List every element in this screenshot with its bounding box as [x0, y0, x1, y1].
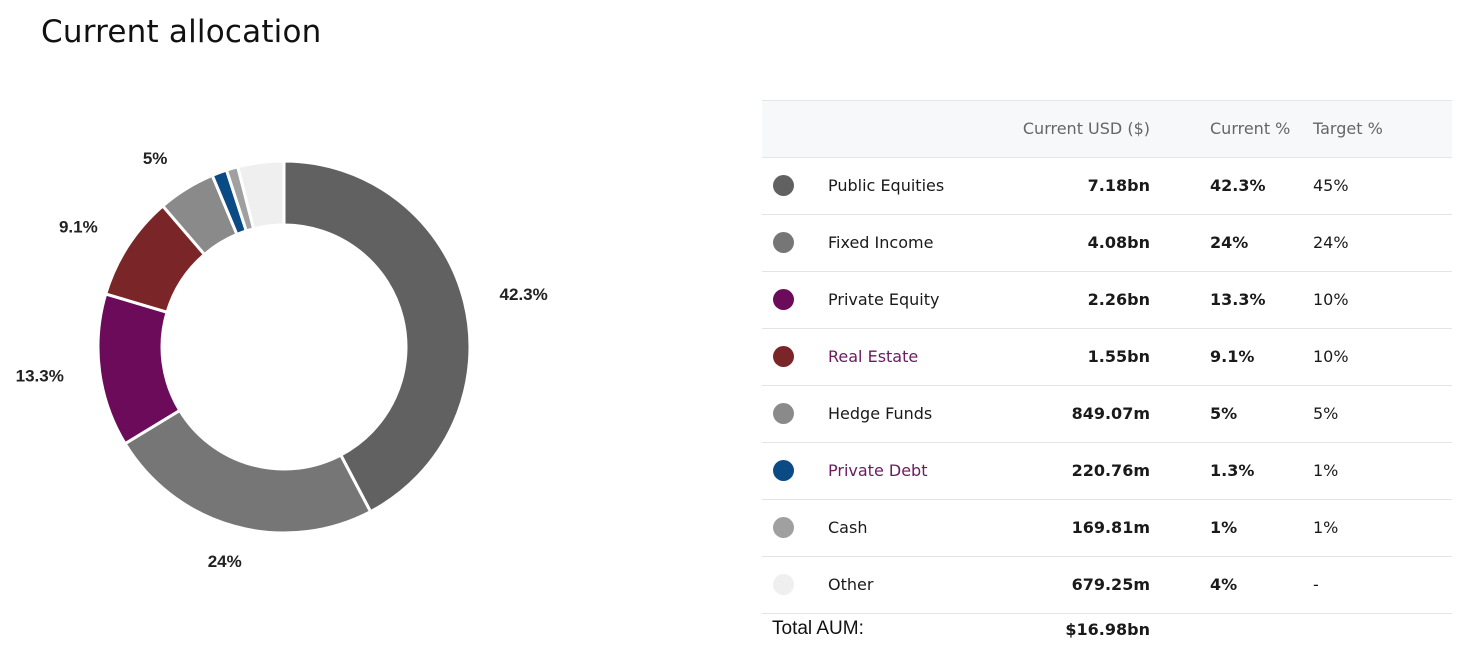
table-row: Fixed Income 4.08bn 24% 24%	[762, 215, 1452, 272]
data-label-fixed-income: 24%	[208, 552, 242, 571]
donut-slice-public-equities[interactable]	[282, 159, 472, 514]
legend-dot-hedge-funds	[773, 403, 794, 424]
total-aum-label: Total AUM:	[772, 618, 864, 639]
header-target-pct[interactable]: Target %	[1313, 119, 1383, 138]
header-current-pct[interactable]: Current %	[1210, 119, 1291, 138]
row-usd-public-equities: 7.18bn	[1087, 176, 1150, 195]
row-name-private-equity: Private Equity	[828, 290, 940, 309]
row-current-pct-other: 4%	[1210, 575, 1238, 594]
row-target-pct-real-estate: 10%	[1313, 347, 1349, 366]
table-header: Current USD ($) Current % Target %	[762, 100, 1452, 158]
legend-dot-fixed-income	[773, 232, 794, 253]
legend-dot-public-equities	[773, 175, 794, 196]
row-usd-hedge-funds: 849.07m	[1071, 404, 1150, 423]
row-target-pct-hedge-funds: 5%	[1313, 404, 1339, 423]
allocation-table: Current USD ($) Current % Target % Publi…	[762, 100, 1452, 650]
total-row: Total AUM: $16.98bn	[762, 614, 1452, 650]
row-current-pct-public-equities: 42.3%	[1210, 176, 1266, 195]
row-current-pct-hedge-funds: 5%	[1210, 404, 1238, 423]
legend-dot-private-equity	[773, 289, 794, 310]
legend-dot-private-debt	[773, 460, 794, 481]
donut-slice-other[interactable]	[235, 159, 286, 231]
row-name-real-estate[interactable]: Real Estate	[828, 347, 919, 366]
header-current-usd[interactable]: Current USD ($)	[1022, 119, 1150, 138]
legend-dot-cash	[773, 517, 794, 538]
row-usd-cash: 169.81m	[1071, 518, 1150, 537]
row-usd-fixed-income: 4.08bn	[1087, 233, 1150, 252]
row-name-fixed-income: Fixed Income	[828, 233, 934, 252]
table-row: Hedge Funds 849.07m 5% 5%	[762, 386, 1452, 443]
row-usd-other: 679.25m	[1071, 575, 1150, 594]
row-usd-private-equity: 2.26bn	[1087, 290, 1150, 309]
row-name-hedge-funds: Hedge Funds	[828, 404, 933, 423]
row-target-pct-other: -	[1313, 575, 1319, 594]
legend-dot-other	[773, 574, 794, 595]
table-body: Public Equities 7.18bn 42.3% 45% Fixed Incom…	[762, 158, 1452, 614]
row-usd-real-estate: 1.55bn	[1087, 347, 1150, 366]
row-current-pct-private-equity: 13.3%	[1210, 290, 1266, 309]
row-current-pct-real-estate: 9.1%	[1210, 347, 1255, 366]
row-name-private-debt[interactable]: Private Debt	[828, 461, 928, 480]
table-row: Private Debt 220.76m 1.3% 1%	[762, 443, 1452, 500]
table-row: Private Equity 2.26bn 13.3% 10%	[762, 272, 1452, 329]
row-target-pct-cash: 1%	[1313, 518, 1339, 537]
allocation-donut-chart: 42.3% 24% 13.3% 9.1% 5%	[16, 149, 548, 571]
row-name-other: Other	[828, 575, 874, 594]
page-title: Current allocation	[41, 14, 322, 50]
row-name-cash: Cash	[828, 518, 868, 537]
row-name-public-equities: Public Equities	[828, 176, 945, 195]
row-current-pct-fixed-income: 24%	[1210, 233, 1249, 252]
row-target-pct-private-debt: 1%	[1313, 461, 1339, 480]
row-target-pct-fixed-income: 24%	[1313, 233, 1349, 252]
row-current-pct-private-debt: 1.3%	[1210, 461, 1255, 480]
row-usd-private-debt: 220.76m	[1071, 461, 1150, 480]
data-label-real-estate: 9.1%	[59, 217, 98, 236]
legend-dot-real-estate	[773, 346, 794, 367]
data-label-private-equity: 13.3%	[16, 367, 64, 386]
row-target-pct-public-equities: 45%	[1313, 176, 1349, 195]
data-label-hedge-funds: 5%	[143, 149, 168, 168]
data-label-public-equities: 42.3%	[500, 285, 548, 304]
row-current-pct-cash: 1%	[1210, 518, 1238, 537]
table-row: Other 679.25m 4% -	[762, 557, 1452, 614]
row-target-pct-private-equity: 10%	[1313, 290, 1349, 309]
table-row: Public Equities 7.18bn 42.3% 45%	[762, 158, 1452, 215]
donut-slice-fixed-income[interactable]	[123, 408, 373, 535]
total-aum-value: $16.98bn	[1065, 620, 1150, 639]
table-row: Cash 169.81m 1% 1%	[762, 500, 1452, 557]
table-row: Real Estate 1.55bn 9.1% 10%	[762, 329, 1452, 386]
